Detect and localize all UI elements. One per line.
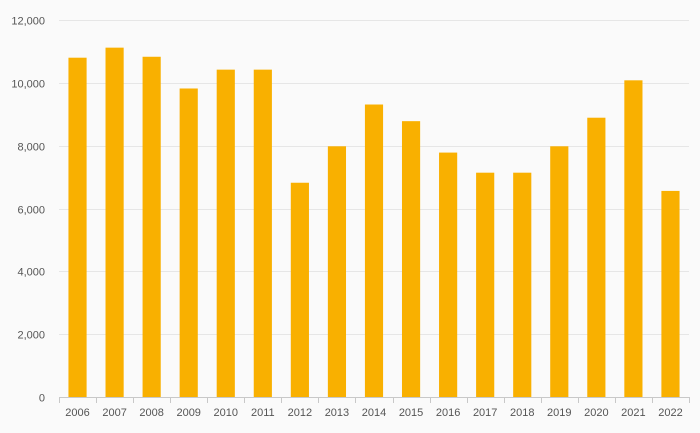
bars	[68, 47, 680, 398]
bar-2020	[587, 117, 606, 398]
x-tick-label: 2010	[214, 407, 238, 419]
x-tick-label: 2014	[362, 407, 386, 419]
bar-2006	[68, 57, 87, 397]
y-tick-label: 2,000	[17, 330, 45, 342]
bar-2016	[439, 152, 458, 397]
bar-2008	[142, 56, 161, 397]
bar-2007	[105, 47, 124, 398]
bar-2013	[327, 146, 347, 397]
x-tick-label: 2008	[139, 407, 163, 419]
bar-2019	[550, 146, 569, 397]
y-tick-label: 4,000	[17, 267, 45, 279]
bar-2011	[253, 69, 272, 397]
x-tick-label: 2020	[584, 407, 608, 419]
x-tick-label: 2013	[325, 407, 349, 419]
y-tick-label: 10,000	[11, 79, 45, 91]
y-tick-label: 8,000	[17, 142, 45, 154]
bar-2015	[401, 121, 421, 397]
bar-2014	[364, 104, 384, 397]
x-tick-label: 2019	[547, 407, 571, 419]
bar-2021	[624, 80, 643, 397]
x-tick-label: 2021	[621, 407, 645, 419]
x-tick-label: 2009	[176, 407, 200, 419]
bar-2012	[290, 182, 309, 397]
bar-2009	[179, 88, 198, 398]
bar-2010	[216, 69, 235, 397]
x-tick-label: 2012	[288, 407, 312, 419]
bar-2017	[476, 172, 495, 397]
x-tick-label: 2018	[510, 407, 534, 419]
y-tick-labels: 0 2,000 4,000 6,000 8,000 10,000 12,000	[11, 16, 45, 405]
x-tick-label: 2017	[473, 407, 497, 419]
x-tick-label: 2022	[658, 407, 682, 419]
x-tick-label: 2015	[399, 407, 423, 419]
x-tick-label: 2006	[65, 407, 89, 419]
bar-2022	[661, 190, 680, 397]
axes	[59, 397, 690, 403]
x-tick-label: 2016	[436, 407, 460, 419]
y-tick-label: 6,000	[17, 205, 45, 217]
x-tick-label: 2011	[251, 407, 275, 419]
x-tick-label: 2007	[102, 407, 126, 419]
x-tick-labels: 2006 2007 2008 2009 2010 2011 2012 2013 2014 2015…	[65, 407, 682, 419]
y-tick-label: 12,000	[11, 16, 45, 28]
bar-2018	[513, 172, 532, 397]
y-tick-label: 0	[39, 393, 45, 405]
